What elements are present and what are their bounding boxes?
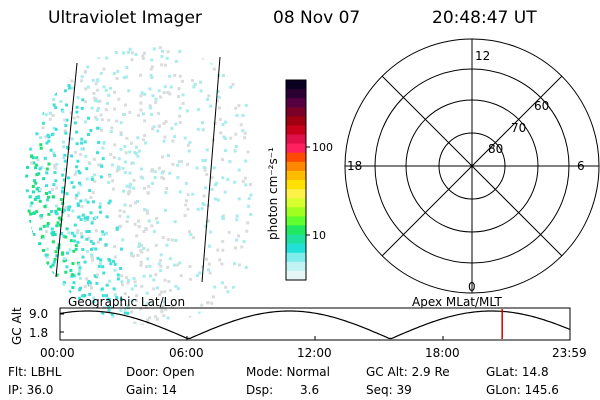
mlat-label-80: 80	[488, 142, 503, 156]
colorbar-swatch	[286, 216, 306, 227]
date-label: 08 Nov 07	[273, 8, 361, 28]
longitude-line-left	[55, 62, 78, 278]
apex-panel-label: Apex MLat/MLT	[412, 295, 502, 309]
time-tick-2359: 23:59	[552, 346, 587, 360]
dsp-value: 3.6	[300, 383, 320, 397]
colorbar-swatch	[286, 125, 306, 136]
colorbar-swatch	[286, 161, 306, 172]
gain-info: Gain: 14	[126, 383, 177, 397]
glon-info: GLon: 145.6	[486, 383, 559, 397]
ip-info: IP: 36.0	[8, 383, 54, 397]
geographic-panel-label: Geographic Lat/Lon	[68, 295, 185, 309]
colorbar-swatch	[286, 243, 306, 254]
altitude-curve	[59, 310, 571, 340]
door-info: Door: Open	[126, 365, 195, 379]
colorbar-swatch	[286, 234, 306, 245]
time-tick-0000: 00:00	[40, 346, 75, 360]
polar-plot	[344, 38, 600, 294]
colorbar-swatch	[286, 170, 306, 181]
colorbar-swatch	[286, 134, 306, 145]
colorbar-tick-100: 100	[312, 141, 333, 154]
mlt-label-18: 18	[347, 159, 362, 173]
colorbar-tick-10: 10	[312, 229, 326, 242]
uv-image	[25, 45, 253, 325]
mlt-label-12: 12	[475, 49, 490, 63]
longitude-line-right	[201, 56, 221, 283]
mode-info: Mode: Normal	[246, 365, 330, 379]
time-tick-0600: 06:00	[169, 346, 204, 360]
time-tick-1200: 12:00	[297, 346, 332, 360]
colorbar-swatch	[286, 98, 306, 108]
instrument-title: Ultraviolet Imager	[48, 8, 202, 28]
colorbar-swatch	[286, 89, 306, 99]
dsp-label: Dsp:	[246, 383, 274, 397]
colorbar-swatch	[286, 116, 306, 127]
colorbar-swatch	[286, 80, 306, 90]
colorbar-swatch	[286, 198, 306, 208]
glat-info: GLat: 14.8	[486, 365, 549, 379]
altitude-plot: 9.0 1.8 GC Alt 00:00 06:00 12:00 18:00 2…	[10, 307, 587, 360]
mlt-label-0: 0	[468, 280, 476, 294]
colorbar: 100 10 photon cm⁻²s⁻¹	[266, 79, 333, 281]
altitude-axis-label: GC Alt	[10, 307, 24, 345]
mlt-label-6: 6	[577, 159, 585, 173]
colorbar-swatch	[286, 261, 306, 272]
colorbar-swatch	[286, 225, 306, 236]
mlat-label-70: 70	[511, 121, 526, 135]
colorbar-swatch	[286, 180, 306, 190]
colorbar-swatch	[286, 189, 306, 199]
colorbar-swatch	[286, 270, 306, 281]
gc-alt-info: GC Alt: 2.9 Re	[366, 365, 450, 379]
colorbar-swatch	[286, 252, 306, 263]
seq-info: Seq: 39	[366, 383, 412, 397]
time-tick-1800: 18:00	[425, 346, 460, 360]
filter-info: Flt: LBHL	[8, 365, 62, 379]
colorbar-swatch	[286, 107, 306, 117]
mlat-label-60: 60	[534, 99, 549, 113]
colorbar-swatch	[286, 207, 306, 217]
colorbar-unit-label: photon cm⁻²s⁻¹	[266, 147, 280, 240]
time-label: 20:48:47 UT	[432, 8, 537, 28]
colorbar-swatch	[286, 152, 306, 163]
colorbar-swatch	[286, 143, 306, 154]
altitude-tick-9: 9.0	[29, 307, 48, 321]
altitude-tick-1-8: 1.8	[29, 326, 48, 340]
